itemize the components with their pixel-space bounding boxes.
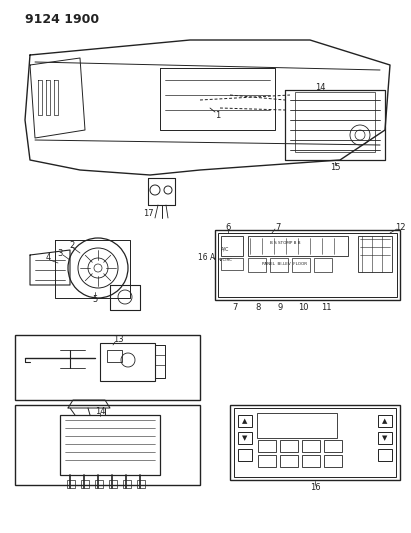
Bar: [107, 350, 122, 362]
Bar: [258, 455, 276, 467]
Text: ▲: ▲: [242, 418, 248, 424]
Bar: [238, 449, 252, 461]
Bar: [238, 432, 252, 444]
Bar: [238, 415, 252, 427]
Bar: [221, 258, 243, 270]
Bar: [280, 440, 298, 452]
Bar: [60, 415, 160, 475]
Text: 16 A: 16 A: [199, 254, 216, 262]
Bar: [292, 258, 310, 272]
Text: B S STOMP B B: B S STOMP B B: [270, 241, 300, 245]
Text: ▼: ▼: [242, 435, 248, 441]
Bar: [280, 455, 298, 467]
Text: 9124 1900: 9124 1900: [25, 13, 99, 26]
Bar: [230, 405, 400, 480]
Bar: [109, 480, 117, 488]
Bar: [15, 405, 200, 485]
Bar: [215, 230, 400, 300]
Bar: [248, 258, 266, 272]
Bar: [257, 413, 337, 438]
Bar: [81, 480, 89, 488]
Bar: [218, 233, 397, 297]
Bar: [378, 432, 392, 444]
Bar: [67, 480, 75, 488]
Text: 7: 7: [232, 303, 238, 311]
Text: 11: 11: [321, 303, 331, 311]
Text: 14: 14: [95, 408, 105, 416]
Text: RECIRC: RECIRC: [217, 258, 233, 262]
Text: 12: 12: [395, 223, 405, 232]
Bar: [234, 408, 396, 477]
Bar: [221, 236, 243, 256]
Text: 1: 1: [215, 110, 221, 119]
Bar: [295, 92, 375, 152]
Bar: [137, 480, 145, 488]
Text: 9: 9: [277, 303, 283, 311]
Text: ▼: ▼: [382, 435, 388, 441]
Text: 14: 14: [315, 84, 325, 93]
Text: 3: 3: [57, 249, 63, 259]
Bar: [324, 440, 342, 452]
Text: ▲: ▲: [382, 418, 388, 424]
Bar: [15, 335, 200, 400]
Bar: [258, 440, 276, 452]
Text: 5: 5: [92, 295, 98, 304]
Text: 4: 4: [45, 254, 51, 262]
Text: 10: 10: [298, 303, 308, 311]
Text: 16: 16: [309, 482, 320, 491]
Text: 8: 8: [255, 303, 261, 311]
Text: 15: 15: [330, 164, 340, 173]
Text: PANEL  BI-LEV  FLOOR: PANEL BI-LEV FLOOR: [263, 262, 307, 266]
Bar: [248, 236, 348, 256]
Bar: [378, 449, 392, 461]
Text: 6: 6: [225, 222, 231, 231]
Bar: [324, 455, 342, 467]
Text: A/C: A/C: [221, 246, 229, 252]
Bar: [378, 415, 392, 427]
Text: 13: 13: [113, 335, 123, 344]
Bar: [100, 343, 155, 381]
Bar: [302, 455, 320, 467]
Text: 7: 7: [275, 222, 281, 231]
Bar: [123, 480, 131, 488]
Text: 2: 2: [69, 240, 75, 249]
Bar: [95, 480, 103, 488]
Text: 17: 17: [143, 208, 153, 217]
Bar: [358, 236, 392, 272]
Bar: [314, 258, 332, 272]
Bar: [270, 258, 288, 272]
Bar: [302, 440, 320, 452]
